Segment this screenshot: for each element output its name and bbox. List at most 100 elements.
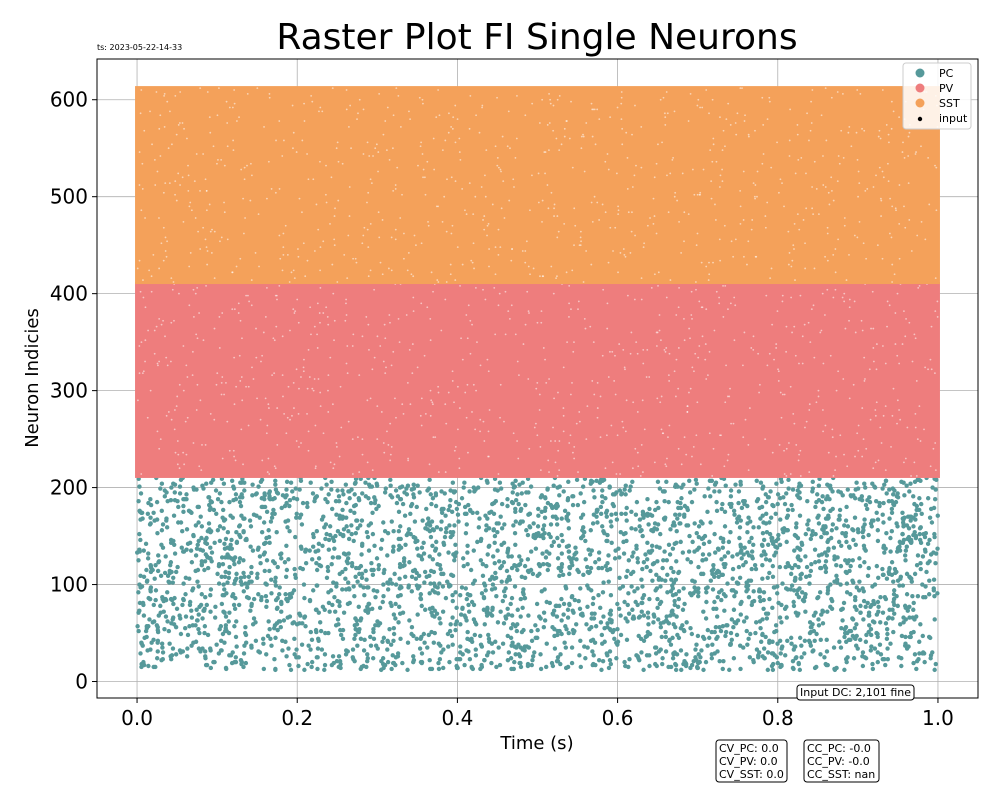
spike-gap [531, 174, 533, 177]
spike-gap [882, 345, 884, 347]
spike-point [687, 490, 693, 495]
spike-gap [445, 281, 448, 283]
spike-point [659, 634, 664, 640]
spike-gap [593, 108, 596, 111]
spike-gap [664, 463, 667, 466]
spike-point [251, 596, 257, 602]
spike-point [498, 514, 503, 519]
spike-point [513, 497, 519, 503]
spike-point [757, 587, 762, 592]
spike-point [177, 613, 182, 618]
spike-gap [309, 306, 312, 309]
spike-point [279, 556, 284, 561]
spike-point [368, 643, 374, 648]
spike-gap [793, 248, 795, 250]
spike-point [365, 652, 370, 657]
spike-point [329, 487, 334, 492]
spike-gap [729, 387, 731, 390]
spike-gap [263, 125, 265, 128]
spike-gap [634, 234, 636, 237]
spike-point [220, 593, 225, 598]
spike-gap [288, 281, 291, 283]
spike-gap [739, 189, 742, 192]
spike-gap [886, 325, 888, 328]
spike-point [511, 523, 516, 528]
spike-point [259, 477, 265, 483]
spike-point [775, 641, 780, 646]
spike-point [313, 607, 319, 612]
spike-point [561, 612, 566, 617]
spike-gap [573, 445, 576, 448]
spike-gap [813, 267, 816, 270]
spike-gap [221, 312, 224, 314]
spike-gap [488, 248, 490, 250]
spike-point [233, 497, 239, 502]
spike-gap [202, 153, 205, 155]
spike-gap [919, 440, 922, 442]
spike-gap [636, 451, 639, 454]
spike-gap [669, 279, 672, 281]
spike-gap [723, 465, 726, 468]
spike-gap [622, 248, 625, 250]
spike-gap [696, 193, 699, 196]
spike-gap [878, 166, 881, 169]
spike-point [380, 639, 385, 644]
spike-gap [451, 127, 454, 130]
spike-point [889, 506, 895, 512]
spike-point [618, 632, 624, 638]
spike-gap [661, 432, 664, 435]
spike-gap [415, 244, 417, 247]
spike-point [238, 579, 244, 584]
spike-point [496, 521, 501, 526]
spike-gap [239, 257, 242, 260]
spike-point [393, 582, 399, 587]
spike-gap [753, 195, 756, 198]
spike-point [324, 575, 330, 580]
spike-point [829, 528, 835, 533]
spike-gap [710, 197, 713, 200]
spike-point [524, 528, 529, 533]
spike-gap [366, 399, 369, 402]
spike-gap [591, 135, 594, 138]
spike-point [526, 613, 531, 618]
spike-point [850, 558, 855, 563]
spike-point [919, 511, 924, 516]
spike-gap [454, 180, 457, 183]
spike-point [770, 661, 776, 667]
spike-gap [407, 457, 410, 460]
spike-point [570, 556, 576, 561]
legend-frame [902, 62, 972, 130]
spike-point [674, 559, 679, 564]
spike-point [723, 633, 728, 639]
spike-gap [411, 343, 414, 345]
spike-gap [419, 414, 422, 417]
spike-point [777, 542, 783, 547]
spike-point [588, 528, 593, 533]
spike-gap [466, 383, 469, 386]
spike-gap [158, 127, 161, 130]
spike-gap [806, 112, 808, 115]
spike-point [760, 617, 765, 622]
spike-gap [319, 246, 322, 249]
spike-gap [707, 279, 710, 281]
spike-point [202, 649, 208, 654]
spike-point [447, 628, 453, 634]
spike-point [203, 552, 209, 557]
spike-point [480, 561, 486, 567]
spike-point [264, 558, 270, 563]
spike-point [490, 554, 496, 559]
spike-point [141, 548, 146, 553]
spike-gap [665, 91, 668, 93]
spike-point [696, 534, 702, 540]
spike-gap [196, 383, 199, 386]
spike-point [182, 497, 187, 502]
spike-point [747, 655, 753, 660]
spike-gap [727, 453, 730, 456]
spike-gap [501, 135, 504, 138]
spike-point [436, 641, 441, 646]
spike-point [672, 598, 677, 604]
spike-gap [641, 399, 644, 402]
spike-gap [884, 405, 887, 408]
spike-gap [144, 217, 146, 219]
spike-point [824, 530, 830, 536]
